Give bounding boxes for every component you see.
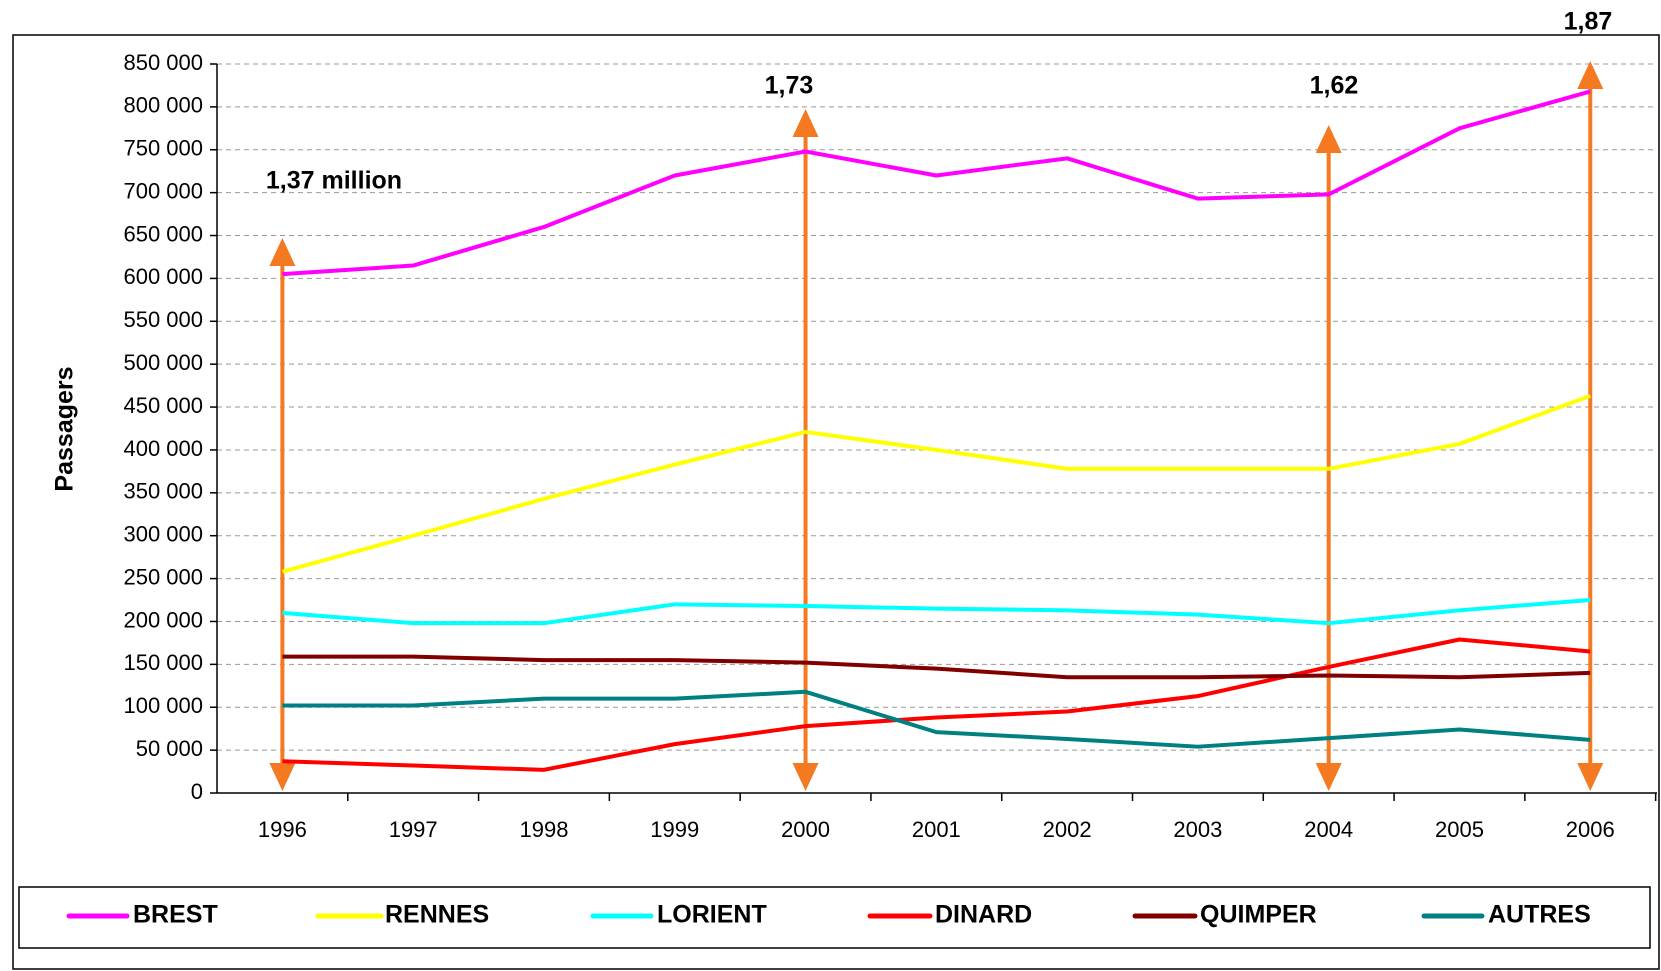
arrow-head [269,238,296,266]
legend-label: AUTRES [1488,901,1591,929]
y-tick-label: 450 000 [123,393,203,418]
y-axis-label: Passagers [51,366,79,491]
legend-label: RENNES [385,901,489,929]
legend-box [18,886,1651,949]
arrow-head [269,763,296,791]
legend-label: QUIMPER [1200,901,1317,929]
x-tick-label: 2000 [781,817,830,842]
annotation: 1,37 million [266,167,402,195]
arrow-head [1577,61,1604,89]
y-tick-label: 600 000 [123,264,203,289]
arrow-head [792,763,819,791]
x-tick-label: 1996 [258,817,307,842]
y-tick-label: 400 000 [123,436,203,461]
y-tick-label: 0 [191,779,203,804]
legend-label: BREST [133,901,218,929]
x-tick-label: 1998 [519,817,568,842]
legend-label: DINARD [935,901,1032,929]
arrow-head [1315,125,1342,153]
y-tick-label: 100 000 [123,693,203,718]
legend-label: LORIENT [657,901,767,929]
y-tick-label: 800 000 [123,93,203,118]
y-tick-label: 500 000 [123,350,203,375]
series-line [282,689,1591,749]
y-tick-label: 650 000 [123,221,203,246]
y-tick-label: 850 000 [123,50,203,75]
annotation: 1,73 [765,72,814,100]
x-tick-label: 2002 [1043,817,1092,842]
y-tick-label: 300 000 [123,522,203,547]
y-tick-label: 150 000 [123,650,203,675]
y-tick-label: 250 000 [123,564,203,589]
annotation: 1,62 [1310,72,1359,100]
y-tick-label: 750 000 [123,136,203,161]
x-tick-label: 1999 [650,817,699,842]
y-tick-label: 200 000 [123,607,203,632]
y-tick-label: 700 000 [123,178,203,203]
arrow-head [792,109,819,137]
x-tick-label: 2004 [1304,817,1353,842]
y-tick-label: 550 000 [123,307,203,332]
x-tick-label: 1997 [389,817,438,842]
series-line [282,598,1591,626]
arrow-head [1315,763,1342,791]
x-tick-label: 2001 [912,817,961,842]
x-tick-label: 2006 [1566,817,1615,842]
y-tick-label: 50 000 [136,736,203,761]
arrow-head [1577,763,1604,791]
series-line [282,89,1591,277]
annotation: 1,87 [1564,8,1613,36]
chart-frame [12,34,1660,970]
x-tick-label: 2005 [1435,817,1484,842]
x-tick-label: 2003 [1173,817,1222,842]
y-tick-label: 350 000 [123,479,203,504]
series-line [282,654,1591,680]
series-line [281,394,1591,574]
series-line [282,637,1591,772]
